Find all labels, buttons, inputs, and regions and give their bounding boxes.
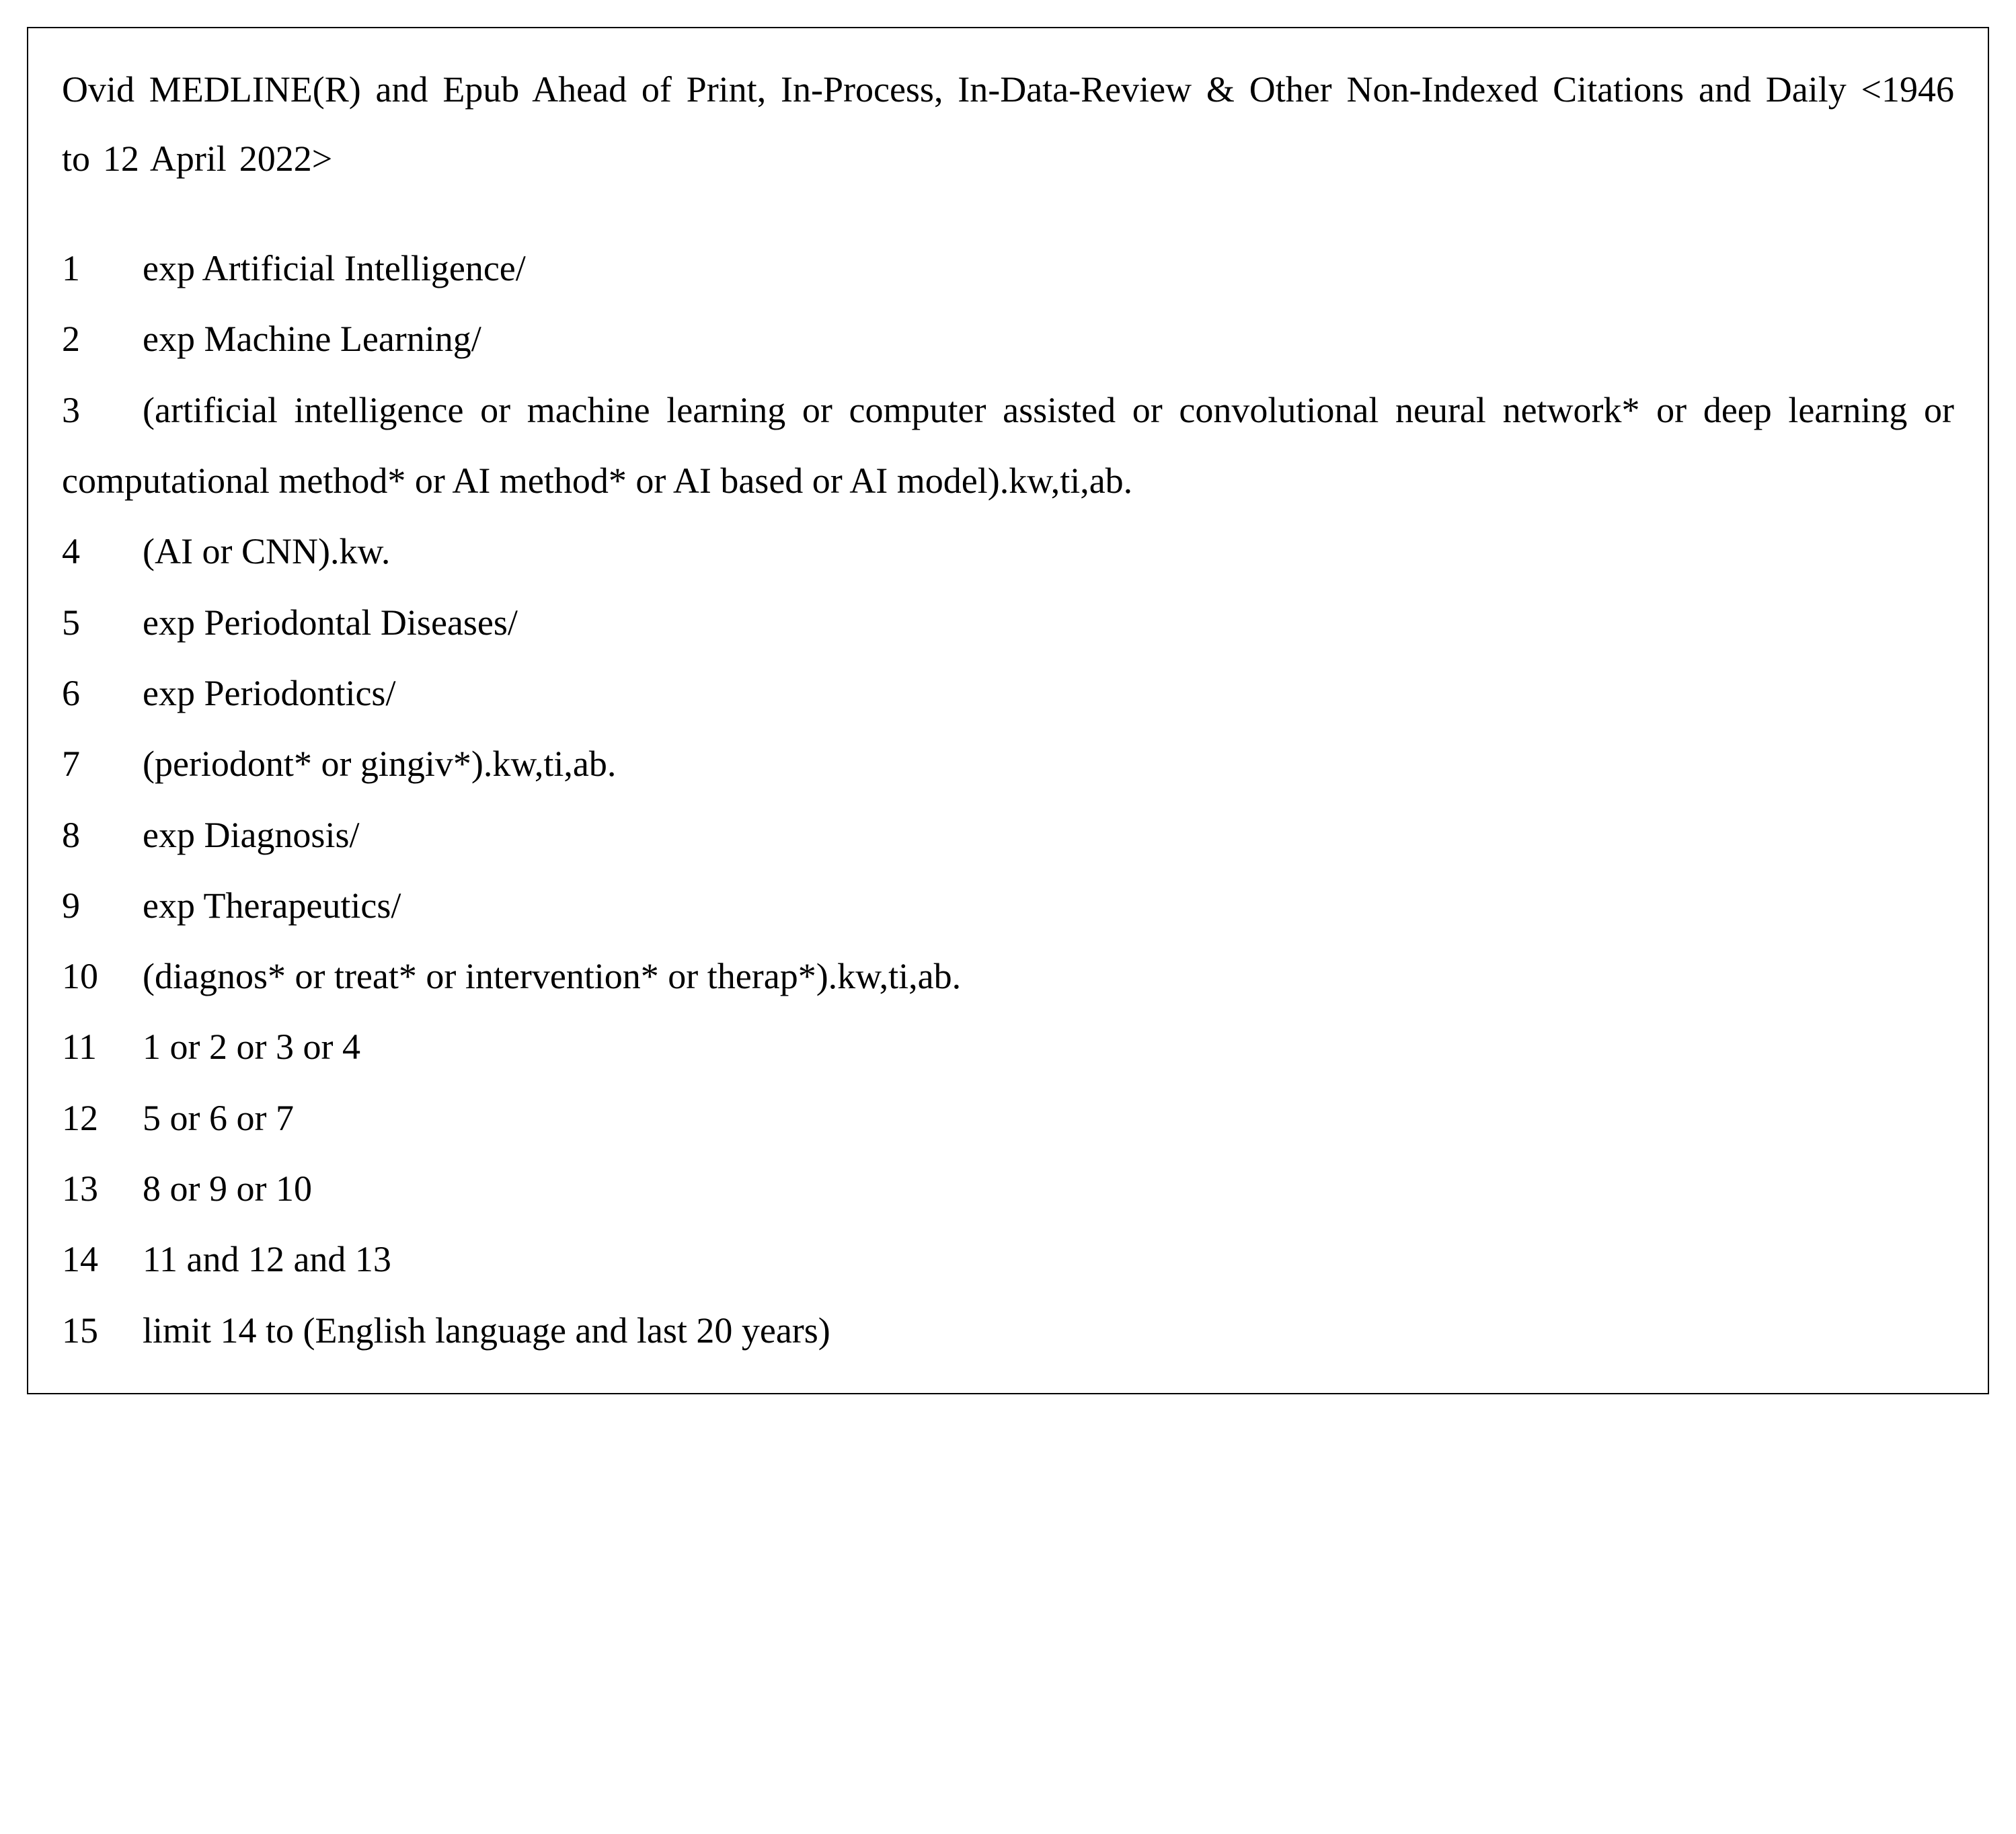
- line-text: exp Therapeutics/: [143, 885, 401, 926]
- line-text: exp Periodontal Diseases/: [143, 602, 518, 643]
- line-number: 3: [62, 375, 143, 446]
- search-line: 10(diagnos* or treat* or intervention* o…: [62, 941, 1954, 1012]
- line-number: 4: [62, 516, 143, 587]
- search-lines-list: 1exp Artificial Intelligence/ 2exp Machi…: [62, 233, 1954, 1366]
- database-header: Ovid MEDLINE(R) and Epub Ahead of Print,…: [62, 55, 1954, 193]
- line-text: exp Machine Learning/: [143, 319, 481, 359]
- line-number: 1: [62, 233, 143, 304]
- search-line: 1exp Artificial Intelligence/: [62, 233, 1954, 304]
- line-number: 12: [62, 1083, 143, 1154]
- search-line: 3(artificial intelligence or machine lea…: [62, 375, 1954, 517]
- line-number: 15: [62, 1295, 143, 1366]
- search-line: 15limit 14 to (English language and last…: [62, 1295, 1954, 1366]
- line-number: 10: [62, 941, 143, 1012]
- search-line: 9exp Therapeutics/: [62, 871, 1954, 941]
- search-line: 1411 and 12 and 13: [62, 1224, 1954, 1295]
- line-text: (periodont* or gingiv*).kw,ti,ab.: [143, 744, 616, 784]
- search-line: 8exp Diagnosis/: [62, 800, 1954, 871]
- line-number: 2: [62, 304, 143, 374]
- line-number: 14: [62, 1224, 143, 1295]
- search-line: 2exp Machine Learning/: [62, 304, 1954, 374]
- line-number: 11: [62, 1012, 143, 1082]
- line-text: (artificial intelligence or machine lear…: [62, 390, 1954, 501]
- search-strategy-box: Ovid MEDLINE(R) and Epub Ahead of Print,…: [27, 27, 1989, 1394]
- search-line: 138 or 9 or 10: [62, 1154, 1954, 1224]
- search-line: 4(AI or CNN).kw.: [62, 516, 1954, 587]
- line-text: 11 and 12 and 13: [143, 1239, 391, 1279]
- line-text: limit 14 to (English language and last 2…: [143, 1310, 830, 1351]
- search-line: 111 or 2 or 3 or 4: [62, 1012, 1954, 1082]
- line-text: (diagnos* or treat* or intervention* or …: [143, 956, 961, 996]
- line-text: 5 or 6 or 7: [143, 1098, 294, 1138]
- search-line: 5exp Periodontal Diseases/: [62, 588, 1954, 658]
- line-text: exp Periodontics/: [143, 673, 395, 713]
- search-line: 125 or 6 or 7: [62, 1083, 1954, 1154]
- line-number: 8: [62, 800, 143, 871]
- line-text: (AI or CNN).kw.: [143, 531, 390, 571]
- line-number: 6: [62, 658, 143, 729]
- line-text: 1 or 2 or 3 or 4: [143, 1027, 360, 1067]
- search-line: 7(periodont* or gingiv*).kw,ti,ab.: [62, 729, 1954, 799]
- line-number: 9: [62, 871, 143, 941]
- line-text: exp Diagnosis/: [143, 815, 359, 855]
- line-text: 8 or 9 or 10: [143, 1168, 312, 1209]
- line-number: 7: [62, 729, 143, 799]
- search-line: 6exp Periodontics/: [62, 658, 1954, 729]
- line-number: 13: [62, 1154, 143, 1224]
- line-text: exp Artificial Intelligence/: [143, 248, 526, 288]
- line-number: 5: [62, 588, 143, 658]
